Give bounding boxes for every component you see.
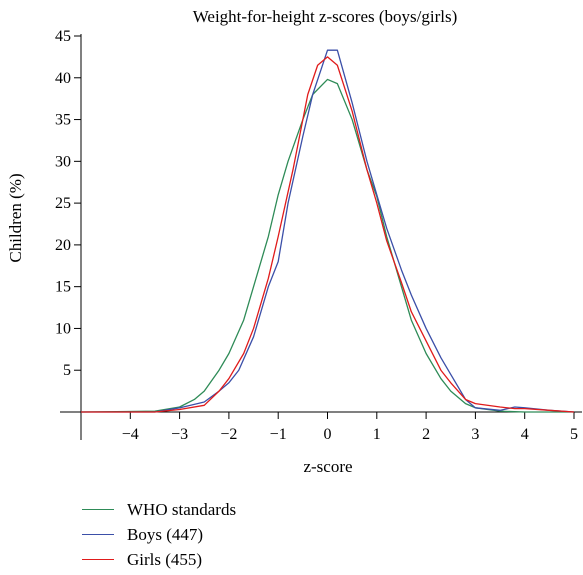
legend-label-boys-447: Boys (447) [127,524,204,544]
x-tick-label-5: 1 [373,426,381,443]
legend-swatch-who-standards [82,509,114,510]
series-layer [80,49,575,413]
y-tick-label-8: 45 [55,28,71,45]
x-tick-label-3: −1 [270,426,287,443]
y-tick-label-7: 40 [55,70,71,87]
legend-swatch-boys-447 [82,534,114,535]
legend-item-girls-455: Girls (455) [82,547,236,572]
legend-item-who-standards: WHO standards [82,497,236,522]
x-axis-label: z-score [303,457,352,476]
x-tick-label-4: 0 [324,426,332,443]
series-line-who-standards [80,78,574,413]
series-line-boys-447 [81,49,575,413]
y-axis-label: Children (%) [6,173,25,262]
legend-label-who-standards: WHO standards [127,499,237,519]
x-tick-label-6: 2 [422,426,430,443]
y-tick-label-1: 10 [55,320,71,337]
x-tick-label-2: −2 [220,426,237,443]
y-tick-label-2: 15 [55,279,71,296]
y-tick-label-6: 35 [55,112,71,129]
x-tick-label-8: 4 [521,426,529,443]
y-tick-label-0: 5 [63,362,71,379]
x-tick-label-9: 5 [570,426,578,443]
series-line-girls-455 [81,56,575,413]
legend: WHO standards Boys (447) Girls (455) [82,497,236,572]
x-tick-label-1: −3 [171,426,188,443]
x-tick-label-7: 3 [471,426,479,443]
legend-swatch-girls-455 [82,559,114,560]
x-tick-label-0: −4 [122,426,139,443]
legend-item-boys-447: Boys (447) [82,522,236,547]
y-tick-label-4: 25 [55,195,71,212]
y-tick-label-5: 30 [55,153,71,170]
y-tick-label-3: 20 [55,237,71,254]
legend-label-girls-455: Girls (455) [127,549,203,569]
chart-title: Weight-for-height z-scores (boys/girls) [193,7,458,26]
